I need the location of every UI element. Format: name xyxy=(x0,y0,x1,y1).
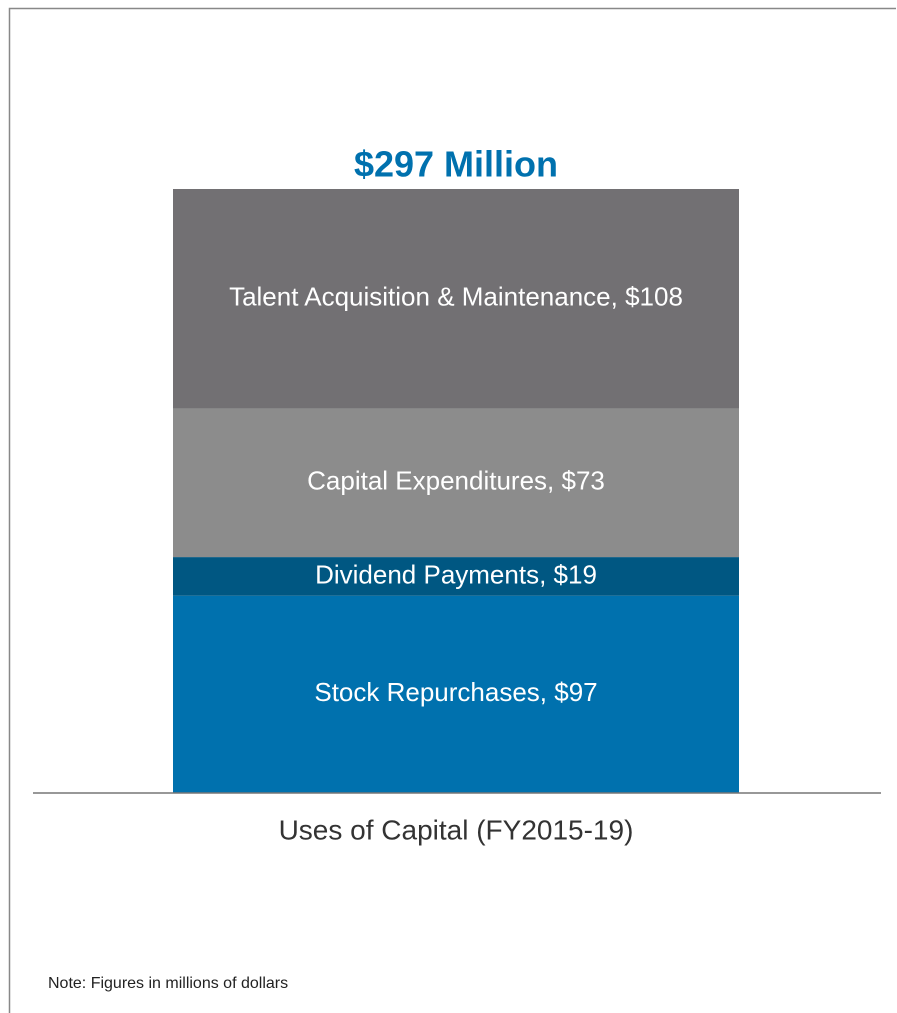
note: Note: Figures in millions of dollars xyxy=(48,975,288,992)
data-label: Capital Expenditures, $73 xyxy=(307,466,605,496)
bar-segment xyxy=(173,189,739,409)
data-label: Dividend Payments, $19 xyxy=(315,559,597,589)
bar-segment xyxy=(173,595,739,793)
bar-segment xyxy=(173,557,739,596)
x-tick-label: Uses of Capital (FY2015-19) xyxy=(279,814,634,845)
data-label: Stock Repurchases, $97 xyxy=(314,677,597,707)
bar-segment xyxy=(173,408,739,558)
data-label: Talent Acquisition & Maintenance, $108 xyxy=(229,282,683,312)
chart-title: $297 Million xyxy=(354,144,558,185)
frame xyxy=(8,7,896,1013)
